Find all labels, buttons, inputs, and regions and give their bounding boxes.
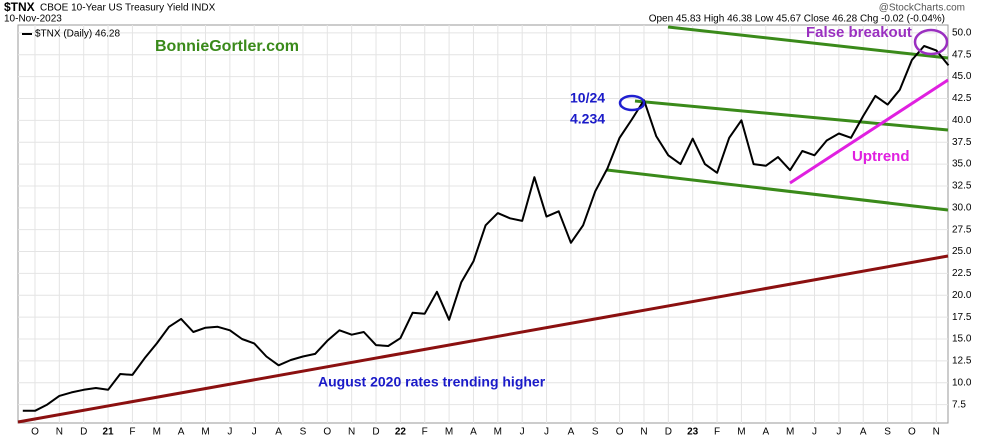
y-tick-label: 32.5 <box>952 181 972 192</box>
x-tick-label: O <box>908 427 916 438</box>
y-tick-label: 10.0 <box>952 377 972 388</box>
y-tick-label: 47.5 <box>952 49 972 60</box>
legend-entry: $TNX (Daily) 46.28 <box>35 29 120 40</box>
x-tick-label: D <box>665 427 672 438</box>
plot-frame <box>17 24 949 424</box>
x-tick-label: J <box>520 427 525 438</box>
y-tick-label: 50.0 <box>952 28 972 39</box>
x-tick-label: 21 <box>102 427 114 438</box>
x-tick-label: M <box>737 427 745 438</box>
watermark: BonnieGortler.com <box>155 38 299 55</box>
x-tick-label: D <box>80 427 87 438</box>
series-line <box>22 45 950 412</box>
x-tick-label: N <box>933 427 940 438</box>
date: 10-Nov-2023 <box>4 14 62 25</box>
x-tick-label: A <box>762 427 769 438</box>
x-tick-label: A <box>470 427 477 438</box>
y-tick-label: 40.0 <box>952 115 972 126</box>
y-tick-label: 20.0 <box>952 290 972 301</box>
y-tick-label: 45.0 <box>952 71 972 82</box>
y-tick-label: 37.5 <box>952 137 972 148</box>
series <box>22 45 950 412</box>
y-tick-label: 42.5 <box>952 93 972 104</box>
x-tick-label: J <box>252 427 257 438</box>
x-tick-label: A <box>275 427 282 438</box>
trend-line <box>17 254 949 424</box>
x-tick-label: F <box>422 427 428 438</box>
x-tick-label: M <box>786 427 794 438</box>
channel-line <box>606 168 949 212</box>
annotation: 10/24 <box>570 90 605 106</box>
y-tick-label: 12.5 <box>952 356 972 367</box>
y-tick-label: 27.5 <box>952 224 972 235</box>
y-tick-label: 35.0 <box>952 159 972 170</box>
y-tick-label: 17.5 <box>952 312 972 323</box>
annotation: False breakout <box>806 24 912 41</box>
x-tick-label: O <box>323 427 331 438</box>
x-tick-label: J <box>227 427 232 438</box>
x-tick-label: M <box>494 427 502 438</box>
symbol: $TNX <box>4 0 35 14</box>
x-tick-label: 22 <box>395 427 407 438</box>
x-tick-label: S <box>300 427 307 438</box>
highlight <box>913 28 949 56</box>
x-tick-label: M <box>153 427 161 438</box>
uptrend-line <box>789 78 949 185</box>
x-tick-label: O <box>31 427 39 438</box>
annotation: August 2020 rates trending higher <box>318 374 546 390</box>
grid <box>18 25 948 423</box>
x-tick-label: A <box>568 427 575 438</box>
x-tick-label: O <box>616 427 624 438</box>
x-tick-label: A <box>178 427 185 438</box>
x-tick-label: N <box>56 427 63 438</box>
x-tick-label: M <box>201 427 209 438</box>
annotation: 4.234 <box>570 111 605 127</box>
annotation: Uptrend <box>852 148 910 165</box>
x-tick-label: N <box>348 427 355 438</box>
x-tick-label: 23 <box>687 427 699 438</box>
channel-line <box>634 99 949 132</box>
y-tick-label: 7.5 <box>952 399 966 410</box>
x-tick-label: D <box>372 427 379 438</box>
x-tick-label: J <box>812 427 817 438</box>
x-tick-label: M <box>445 427 453 438</box>
y-tick-label: 25.0 <box>952 246 972 257</box>
x-tick-label: A <box>860 427 867 438</box>
x-tick-label: F <box>129 427 135 438</box>
header-stats: Open 45.83 High 46.38 Low 45.67 Close 46… <box>649 14 945 25</box>
x-tick-label: N <box>640 427 647 438</box>
x-tick-label: S <box>884 427 891 438</box>
source: @StockCharts.com <box>879 3 965 14</box>
y-tick-label: 15.0 <box>952 334 972 345</box>
x-tick-label: J <box>544 427 549 438</box>
y-tick-label: 22.5 <box>952 268 972 279</box>
highlight <box>618 94 646 112</box>
x-tick-label: S <box>592 427 599 438</box>
channel-line <box>667 25 949 60</box>
y-tick-label: 30.0 <box>952 202 972 213</box>
x-tick-label: J <box>836 427 841 438</box>
chart-title: CBOE 10-Year US Treasury Yield INDX <box>40 3 216 14</box>
x-tick-label: F <box>714 427 720 438</box>
